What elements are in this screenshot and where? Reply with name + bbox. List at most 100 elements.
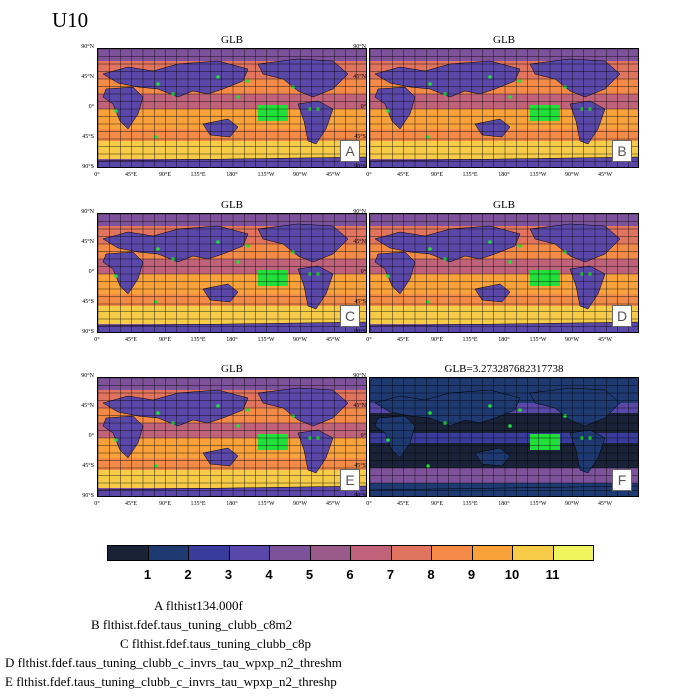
station-marker [563, 85, 567, 89]
station-marker [508, 424, 512, 428]
lat-tick-label: 90°N [81, 44, 94, 50]
lon-tick-label: 45°E [396, 501, 410, 507]
lat-tick-label: 0° [360, 104, 366, 110]
station-marker [488, 240, 492, 244]
legend-entry-c: C flthist.fdef.taus_tuning_clubb_c8p [120, 636, 312, 651]
lat-tick-label: 90°N [353, 44, 366, 50]
band-southern-ocean [98, 306, 366, 324]
station-marker [518, 408, 522, 412]
lat-tick-label: 90°N [353, 373, 366, 379]
map-field: C [97, 213, 367, 333]
lon-tick-label: 180° [498, 501, 510, 507]
continent-australia [474, 118, 511, 138]
lat-tick-label: 0° [88, 433, 94, 439]
colorbar-segment [228, 545, 270, 561]
continent-africa [374, 86, 416, 130]
lon-tick-label: 135°W [529, 337, 547, 343]
station-marker [428, 247, 432, 251]
panel-title: GLB=3.273287682317738 [444, 363, 564, 375]
lat-tick-label: 0° [88, 269, 94, 275]
continent-south-america [297, 100, 334, 145]
station-marker [216, 240, 220, 244]
station-marker [156, 411, 160, 415]
lat-tick-label: 0° [360, 269, 366, 275]
lon-tick-label: 180° [498, 337, 510, 343]
lon-tick-label: 180° [498, 172, 510, 178]
lat-tick-label: 90°S [82, 493, 94, 499]
map-field: A [97, 48, 367, 168]
lat-tick-label: 45°N [81, 239, 94, 245]
lon-tick-label: 135°E [462, 501, 478, 507]
legend-entry-b: B flthist.fdef.taus_tuning_clubb_c8m2 [91, 617, 293, 632]
lat-tick-label: 45°S [354, 134, 366, 140]
station-marker [236, 424, 240, 428]
panel-letter-label: F [612, 469, 632, 491]
colorbar-segment [512, 545, 554, 561]
lon-tick-label: 90°W [292, 337, 308, 343]
legend-entry-d: D flthist.fdef.taus_tuning_clubb_c_invrs… [5, 655, 342, 670]
continent-australia [202, 283, 239, 303]
lon-tick-label: 90°W [564, 501, 580, 507]
lon-tick-label: 45°E [396, 172, 410, 178]
panel-title: GLB [221, 34, 243, 46]
lon-tick-label: 90°E [430, 172, 444, 178]
lat-tick-label: 90°S [354, 164, 366, 170]
lat-tick-label: 45°N [353, 403, 366, 409]
lon-tick-label: 135°W [529, 172, 547, 178]
lon-tick-label: 0° [366, 501, 372, 507]
station-marker [216, 75, 220, 79]
continent-south-america [297, 265, 334, 310]
station-marker [386, 109, 390, 113]
lon-tick-label: 45°W [597, 172, 613, 178]
station-marker [426, 300, 430, 304]
lon-tick-label: 135°E [462, 337, 478, 343]
lat-tick-label: 45°S [82, 134, 94, 140]
lon-tick-label: 135°W [257, 501, 275, 507]
panel-letter-label: A [340, 140, 360, 162]
lat-tick-label: 45°S [82, 299, 94, 305]
lon-tick-label: 90°E [430, 337, 444, 343]
panel-letter-label: E [340, 469, 360, 491]
station-marker [156, 82, 160, 86]
lon-tick-label: 45°W [597, 501, 613, 507]
station-marker [426, 135, 430, 139]
continent-africa [102, 415, 144, 459]
continent-australia [474, 283, 511, 303]
station-marker [518, 79, 522, 83]
lon-tick-label: 135°E [190, 337, 206, 343]
station-marker [246, 244, 250, 248]
colorbar-tick-label: 10 [504, 567, 520, 582]
station-marker [518, 244, 522, 248]
continent-africa [374, 251, 416, 295]
legend-entry-a: A flthist134.000f [154, 598, 243, 613]
station-marker [154, 300, 158, 304]
continent-africa [102, 86, 144, 130]
lat-tick-label: 45°N [353, 74, 366, 80]
lon-tick-label: 45°E [124, 172, 138, 178]
station-marker [426, 464, 430, 468]
colorbar-tick-label: 2 [184, 567, 192, 582]
band-arctic [98, 214, 366, 226]
lon-tick-label: 45°E [124, 337, 138, 343]
band-arctic [98, 378, 366, 390]
panel-title: GLB [221, 199, 243, 211]
lon-tick-label: 90°E [158, 501, 172, 507]
continent-south-america [569, 265, 606, 310]
lon-tick-label: 0° [94, 337, 100, 343]
station-marker [428, 82, 432, 86]
station-marker [291, 85, 295, 89]
colorbar-tick-label: 11 [545, 567, 560, 582]
panel-letter-label: B [612, 140, 632, 162]
continent-australia [202, 118, 239, 138]
lat-tick-label: 90°S [354, 329, 366, 335]
lat-tick-label: 90°S [82, 164, 94, 170]
station-marker [563, 250, 567, 254]
colorbar-tick-label: 3 [224, 567, 233, 582]
station-marker [291, 414, 295, 418]
continent-south-america [297, 429, 334, 474]
station-marker [488, 404, 492, 408]
lon-tick-label: 135°W [257, 172, 275, 178]
panel-title: GLB [221, 363, 243, 375]
colorbar-tick-label: 6 [346, 567, 354, 582]
lon-tick-label: 45°E [124, 501, 138, 507]
